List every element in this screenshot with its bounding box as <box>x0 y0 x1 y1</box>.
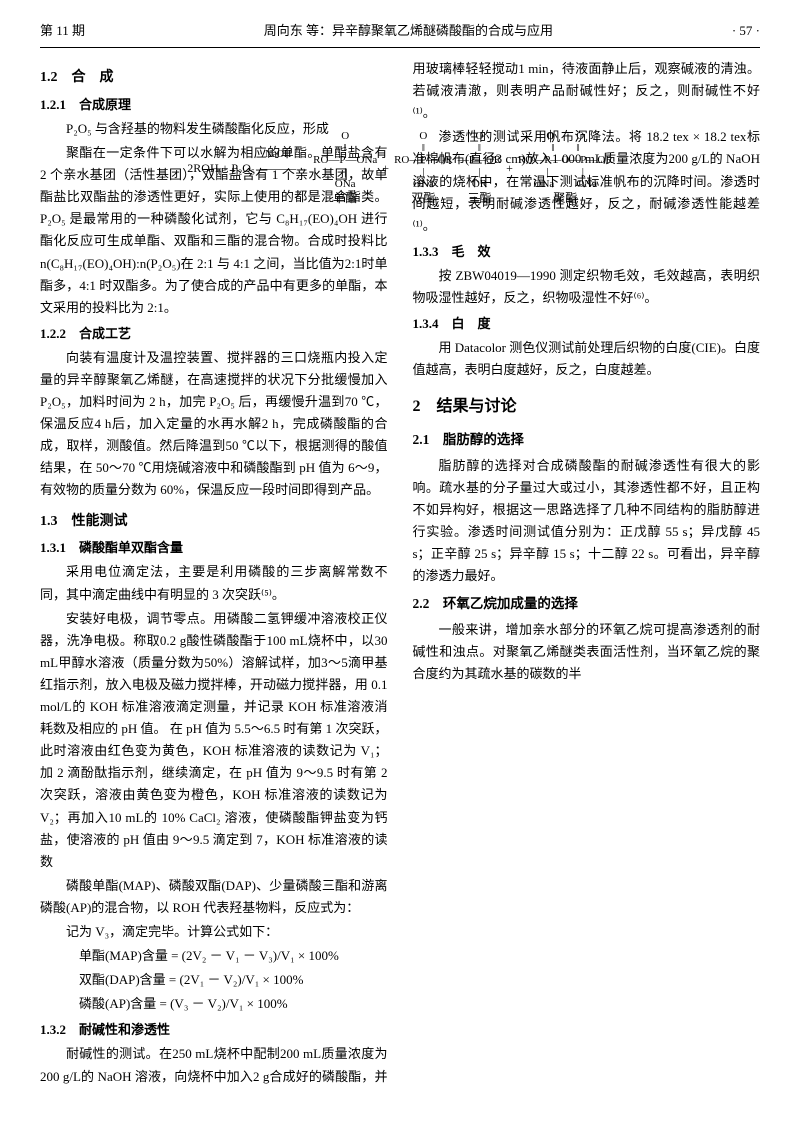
article-title: 周向东 等：异辛醇聚氧乙烯醚磷酸酯的合成与应用 <box>264 20 553 42</box>
section-1-2-title: 1.2 合 成 <box>40 66 388 90</box>
section-2-title: 2 结果与讨论 <box>413 393 761 420</box>
s122-para: 向装有温度计及温控装置、搅拌器的三口烧瓶内投入定量的异辛醇聚氧乙烯醚，在高速搅拌… <box>40 347 388 502</box>
formula-ap: 磷酸(AP)含量 = (V₃ － V₂)/V₁ × 100% <box>40 993 388 1015</box>
section-1-3-title: 1.3 性能测试 <box>40 510 388 534</box>
arrow-icon: NaOH ———→ <box>260 158 308 178</box>
section-2-1-title: 2.1 脂肪醇的选择 <box>413 429 761 452</box>
formula-left: 2ROH + P₂O₅ <box>187 158 255 178</box>
struct-diester: O‖ RO—P—OR | ONa 双酯 <box>394 130 453 206</box>
formula-dap: 双酯(DAP)含量 = (2V₁ － V₂)/V₁ × 100% <box>40 969 388 991</box>
s134-para: 用 Datacolor 测色仪测试前处理后织物的白度(CIE)。白度值越高，表明… <box>413 337 761 381</box>
section-2-2-title: 2.2 环氧乙烷加成量的选择 <box>413 593 761 616</box>
struct-triester: O‖ —P—OR | OR 三酯 <box>458 130 501 206</box>
issue-number: 第 11 期 <box>40 20 85 42</box>
s131-para2: 安装好电极，调节零点。用磷酸二氢钾缓冲溶液校正仪器，洗净电极。称取0.2 g酸性… <box>40 608 388 873</box>
page-number: · 57 · <box>732 20 760 42</box>
section-1-3-4-title: 1.3.4 白 度 <box>413 313 761 335</box>
section-1-2-1-title: 1.2.1 合成原理 <box>40 94 388 116</box>
struct-monoester: O‖ RO—P—ONa | ONa 单酯 <box>313 130 377 206</box>
section-1-3-2-title: 1.3.2 耐碱性和渗透性 <box>40 1019 388 1041</box>
s131-para1: 采用电位滴定法，主要是利用磷酸的三步离解常数不同，其中滴定曲线中有明显的 3 次… <box>40 561 388 605</box>
formula-map: 单酯(MAP)含量 = (2V₂ － V₁ － V₃)/V₁ × 100% <box>40 945 388 967</box>
reaction-formula: 2ROH + P₂O₅ NaOH ———→ O‖ RO—P—ONa | ONa … <box>40 130 760 206</box>
s22-para: 一般来讲，增加亲水部分的环氧乙烷可提高渗透剂的耐碱性和浊点。对聚氧乙烯醚类表面活… <box>413 619 761 685</box>
main-content: 1.2 合 成 1.2.1 合成原理 P₂O₅ 与含羟基的物料发生磷酸酯化反应，… <box>40 58 760 1098</box>
page-header: 第 11 期 周向东 等：异辛醇聚氧乙烯醚磷酸酯的合成与应用 · 57 · <box>40 20 760 48</box>
s121-para2-right: 磷酸单酯(MAP)、磷酸双酯(DAP)、少量磷酸三酯和游离磷酸(AP)的混合物，… <box>40 875 388 919</box>
section-1-3-1-title: 1.3.1 磷酸酯单双酯含量 <box>40 537 388 559</box>
s21-para: 脂肪醇的选择对合成磷酸酯的耐碱渗透性有很大的影响。疏水基的分子量过大或过小，其渗… <box>413 455 761 588</box>
section-1-3-3-title: 1.3.3 毛 效 <box>413 241 761 263</box>
s131-para3-right: 记为 V₃，滴定完毕。计算公式如下： <box>40 921 388 943</box>
section-1-2-2-title: 1.2.2 合成工艺 <box>40 323 388 345</box>
struct-polyester: O O‖ ‖ RO—P—O—P—OR | | ONa ONa 聚酯 <box>518 130 613 206</box>
s133-para: 按 ZBW04019—1990 测定织物毛效，毛效越高，表明织物吸湿性越好，反之… <box>413 265 761 309</box>
